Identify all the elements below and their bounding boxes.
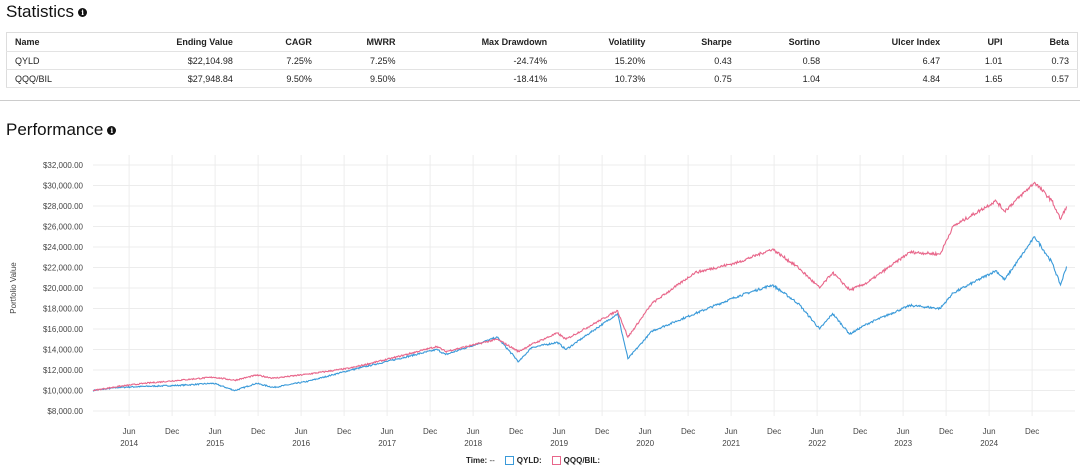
x-tick-label: Dec	[423, 427, 437, 436]
x-tick-label: Dec	[337, 427, 351, 436]
x-tick-label: Jun	[467, 427, 480, 436]
table-cell: -18.41%	[403, 69, 556, 88]
performance-heading: Performance i	[6, 120, 117, 140]
table-cell: $27,948.84	[106, 69, 241, 88]
table-cell: $22,104.98	[106, 51, 241, 70]
x-tick-year: 2016	[292, 439, 310, 448]
y-tick-label: $32,000.00	[43, 161, 84, 170]
column-header[interactable]: Sharpe	[653, 32, 740, 52]
x-tick-label: Dec	[939, 427, 953, 436]
column-header[interactable]: Volatility	[555, 32, 654, 52]
column-header[interactable]: Name	[6, 32, 106, 52]
x-tick-label: Jun	[123, 427, 136, 436]
series-line-qqq-bil[interactable]	[92, 181, 1068, 392]
table-cell: 1.01	[948, 51, 1011, 70]
y-tick-label: $30,000.00	[43, 182, 84, 191]
table-cell: 0.73	[1010, 51, 1078, 70]
table-cell: 0.75	[653, 69, 740, 88]
x-tick-label: Dec	[1025, 427, 1039, 436]
table-row: QQQ/BIL $27,948.84 9.50% 9.50% -18.41% 10.73%…	[6, 69, 1078, 88]
statistics-table: Name Ending Value CAGR MWRR Max Drawdown Vola…	[6, 32, 1078, 88]
table-cell: 9.50%	[319, 69, 404, 88]
x-tick-label: Dec	[853, 427, 867, 436]
legend: Time: -- QYLD: QQQ/BIL:	[466, 456, 600, 466]
table-cell: 0.58	[739, 51, 829, 70]
x-tick-year: 2023	[894, 439, 912, 448]
info-icon[interactable]: i	[78, 7, 88, 17]
table-cell: QQQ/BIL	[6, 69, 106, 88]
column-header[interactable]: Ulcer Index	[828, 32, 949, 52]
statistics-heading: Statistics i	[6, 2, 88, 22]
table-cell: 7.25%	[319, 51, 404, 70]
y-tick-label: $26,000.00	[43, 223, 84, 232]
column-header[interactable]: Ending Value	[106, 32, 241, 52]
x-tick-label: Jun	[725, 427, 738, 436]
table-cell: 7.25%	[240, 51, 320, 70]
x-tick-year: 2017	[378, 439, 396, 448]
y-axis-label: Portfolio Value	[9, 262, 18, 314]
column-header[interactable]: MWRR	[319, 32, 404, 52]
x-tick-year: 2024	[980, 439, 998, 448]
x-tick-label: Jun	[209, 427, 222, 436]
x-tick-label: Jun	[295, 427, 308, 436]
x-tick-label: Jun	[639, 427, 652, 436]
x-tick-label: Dec	[767, 427, 781, 436]
column-header[interactable]: UPI	[948, 32, 1011, 52]
x-tick-year: 2022	[808, 439, 826, 448]
x-tick-year: 2014	[120, 439, 138, 448]
statistics-title: Statistics	[6, 2, 75, 21]
x-tick-year: 2020	[636, 439, 654, 448]
x-tick-year: 2015	[206, 439, 224, 448]
x-tick-label: Jun	[897, 427, 910, 436]
x-tick-label: Dec	[509, 427, 523, 436]
x-tick-label: Jun	[381, 427, 394, 436]
x-tick-year: 2018	[464, 439, 482, 448]
table-cell: 0.43	[653, 51, 740, 70]
qqq-bil-swatch-icon	[551, 456, 561, 466]
y-tick-label: $14,000.00	[43, 346, 84, 355]
column-header[interactable]: Beta	[1010, 32, 1078, 52]
column-header[interactable]: Sortino	[739, 32, 829, 52]
y-tick-label: $8,000.00	[47, 407, 83, 416]
table-row: QYLD $22,104.98 7.25% 7.25% -24.74% 15.20% 0.4…	[6, 51, 1078, 70]
legend-qqq-bil[interactable]: QQQ/BIL:	[551, 456, 600, 466]
qyld-swatch-icon	[504, 456, 514, 466]
table-cell: 10.73%	[555, 69, 654, 88]
y-tick-label: $12,000.00	[43, 366, 84, 375]
table-cell: QYLD	[6, 51, 106, 70]
legend-qyld[interactable]: QYLD:	[504, 456, 542, 466]
y-tick-label: $18,000.00	[43, 305, 84, 314]
x-tick-label: Jun	[811, 427, 824, 436]
x-tick-label: Jun	[983, 427, 996, 436]
table-cell: 9.50%	[240, 69, 320, 88]
table-cell: 0.57	[1010, 69, 1078, 88]
table-cell: 1.04	[739, 69, 829, 88]
y-tick-label: $22,000.00	[43, 264, 84, 273]
y-tick-label: $28,000.00	[43, 202, 84, 211]
y-tick-label: $20,000.00	[43, 284, 84, 293]
info-icon[interactable]: i	[107, 125, 117, 135]
x-tick-label: Dec	[165, 427, 179, 436]
x-tick-label: Dec	[251, 427, 265, 436]
x-tick-label: Dec	[681, 427, 695, 436]
x-tick-year: 2019	[550, 439, 568, 448]
table-cell: 1.65	[948, 69, 1011, 88]
table-cell: 15.20%	[555, 51, 654, 70]
performance-chart[interactable]: $8,000.00 $10,000.00 $12,000.00 $14,000.00 $…	[0, 140, 1080, 455]
legend-time: Time: --	[466, 456, 495, 466]
table-cell: -24.74%	[403, 51, 556, 70]
y-tick-label: $16,000.00	[43, 325, 84, 334]
performance-title: Performance	[6, 120, 104, 139]
y-tick-label: $10,000.00	[43, 387, 84, 396]
table-cell: 6.47	[828, 51, 949, 70]
x-tick-year: 2021	[722, 439, 740, 448]
series-line-qyld[interactable]	[92, 236, 1068, 392]
x-tick-label: Dec	[595, 427, 609, 436]
table-cell: 4.84	[828, 69, 949, 88]
divider	[0, 100, 1080, 101]
column-header[interactable]: CAGR	[240, 32, 320, 52]
column-header[interactable]: Max Drawdown	[403, 32, 556, 52]
x-tick-label: Jun	[553, 427, 566, 436]
y-tick-label: $24,000.00	[43, 243, 84, 252]
